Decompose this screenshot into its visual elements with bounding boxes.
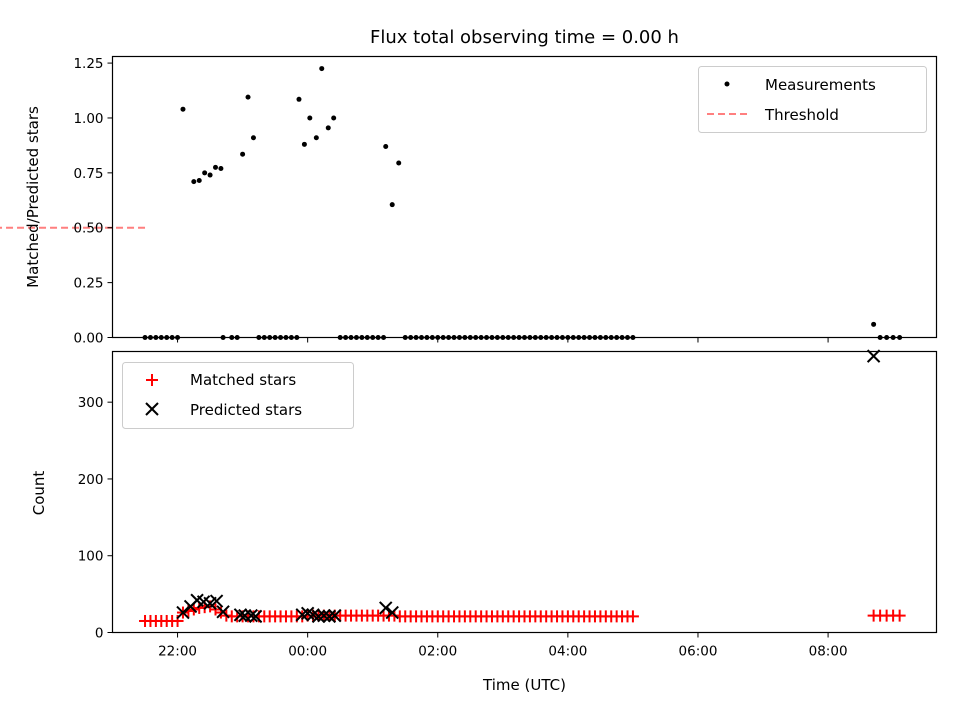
matched-star-point-90 <box>626 610 639 623</box>
predicted-star-point-0-0 <box>176 605 190 620</box>
top-y-axis-label: Matched/Predicted stars <box>24 106 42 288</box>
top-y-tick-label-0: 0.00 <box>73 331 103 347</box>
bottom-legend: Matched stars Predicted stars <box>122 362 354 429</box>
predicted-star-point-1-0 <box>866 349 881 363</box>
bottom-y-tick-label-1: 100 <box>78 549 104 565</box>
bottom-y-tick-label-0: 0 <box>95 626 104 642</box>
x-tick-label-2: 02:00 <box>418 644 457 660</box>
measurement-point-90 <box>871 321 877 327</box>
predicted-star-point-0-15 <box>317 608 331 623</box>
bottom-x-ticks: 22:00 00:00 02:00 04:00 06:00 08:00 <box>158 632 848 660</box>
top-y-tick-label-3: 0.75 <box>73 166 103 182</box>
legend-marker-measurements <box>724 81 730 87</box>
legend-label-measurements: Measurements <box>765 76 876 94</box>
measurement-point-31 <box>313 135 319 141</box>
legend-label-predicted-stars: Predicted stars <box>190 401 302 419</box>
top-y-ticks: 0.00 0.25 0.50 0.75 1.00 1.25 <box>73 56 113 347</box>
legend-label-matched-stars: Matched stars <box>190 371 296 389</box>
measurement-point-29 <box>301 141 307 147</box>
measurement-point-18 <box>245 94 251 100</box>
top-axes-frame <box>111 55 938 339</box>
x-tick-label-4: 06:00 <box>679 644 718 660</box>
top-y-tick-label-5: 1.25 <box>73 56 103 72</box>
predicted-star-point-0-10 <box>248 609 263 624</box>
top-legend: Measurements Threshold <box>698 66 927 133</box>
measurement-point-34 <box>331 115 337 121</box>
bottom-y-tick-label-2: 200 <box>78 472 104 488</box>
x-tick-label-5: 08:00 <box>809 644 848 660</box>
top-y-tick-label-1: 0.25 <box>73 276 103 292</box>
top-legend-box <box>698 66 927 133</box>
measurement-point-10 <box>202 170 208 176</box>
measurement-point-19 <box>250 135 256 141</box>
predicted-star-point-0-5 <box>209 594 224 608</box>
bottom-axes-frame <box>111 350 938 634</box>
legend-marker-matched-stars <box>146 374 158 386</box>
bottom-panel: 0 100 200 300 22:00 00:00 02:00 04:00 06:00 08:0… <box>30 349 938 694</box>
x-tick-label-1: 00:00 <box>288 644 327 660</box>
measurement-point-28 <box>296 96 302 102</box>
chart-title: Flux total observing time = 0.00 h <box>370 27 679 48</box>
predicted-star-point-0-16 <box>322 609 337 624</box>
predicted-star-point-0-14 <box>311 609 326 624</box>
top-x-ticks <box>177 337 829 343</box>
measurement-point-12 <box>213 164 218 170</box>
predicted-star-point-0-7 <box>233 608 248 622</box>
measurement-point-8 <box>191 179 197 185</box>
predicted-star-point-0-6 <box>216 605 230 619</box>
predicted-star-point-0-17 <box>328 608 342 623</box>
measurement-point-9 <box>196 178 202 184</box>
bottom-y-axis-label: Count <box>30 471 48 516</box>
measurement-point-44 <box>383 144 389 150</box>
bottom-y-ticks: 0 100 200 300 <box>78 395 113 642</box>
legend-marker-predicted-stars <box>145 402 159 416</box>
bottom-plot-area <box>139 349 906 627</box>
measurement-point-13 <box>218 165 224 171</box>
x-tick-label-0: 22:00 <box>158 644 197 660</box>
measurement-point-30 <box>307 115 313 121</box>
measurement-point-45 <box>389 202 395 208</box>
x-tick-label-3: 04:00 <box>548 644 587 660</box>
top-y-tick-label-4: 1.00 <box>73 111 103 127</box>
measurement-point-11 <box>207 172 213 178</box>
legend-label-threshold: Threshold <box>764 106 839 124</box>
measurement-point-33 <box>325 125 331 131</box>
predicted-star-point-0-8 <box>238 608 252 623</box>
bottom-y-tick-label-3: 300 <box>78 395 104 411</box>
measurement-point-7 <box>180 106 186 112</box>
predicted-star-point-0-19 <box>385 605 399 620</box>
bottom-legend-box <box>122 362 354 429</box>
predicted-star-point-0-18 <box>379 601 393 615</box>
measurement-point-46 <box>396 160 402 166</box>
predicted-star-point-0-9 <box>244 608 258 623</box>
top-y-tick-label-2: 0.50 <box>73 221 103 237</box>
matched-star-point-95 <box>893 609 906 622</box>
measurement-point-32 <box>319 66 325 72</box>
measurement-point-17 <box>240 151 246 157</box>
x-axis-label: Time (UTC) <box>482 676 566 694</box>
top-panel: 0.00 0.25 0.50 0.75 1.00 1.25 Matched/Predict… <box>0 55 938 347</box>
